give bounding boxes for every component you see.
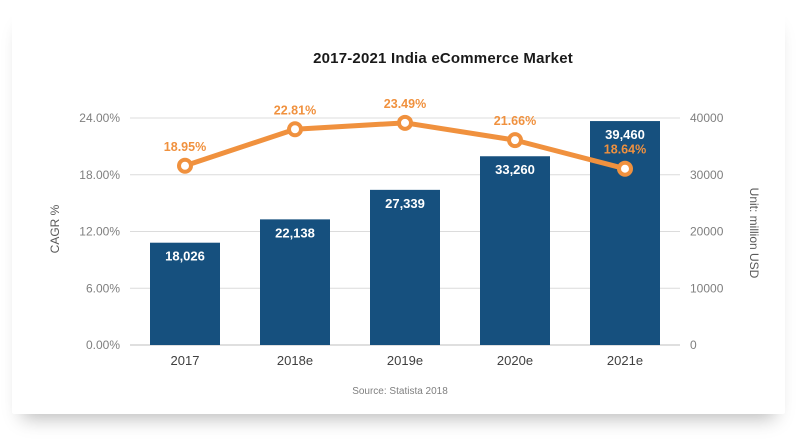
line-point [177,157,193,174]
line-point [397,114,413,131]
left-axis-tick: 18.00% [79,168,120,182]
right-axis-tick: 20000 [690,225,724,239]
right-axis-tick: 40000 [690,111,724,125]
line-value-label: 22.81% [274,103,316,117]
line-point [507,132,523,149]
left-axis-tick: 24.00% [79,111,120,125]
bar [480,156,550,345]
right-axis-tick: 0 [690,338,697,352]
line-value-label: 18.95% [164,140,206,154]
category-label: 2019e [387,353,423,368]
category-label: 2021e [607,353,643,368]
line-point [617,160,633,177]
right-axis-tick: 10000 [690,281,724,295]
bar-value-label: 22,138 [275,225,315,240]
source-note: Source: Statista 2018 [352,386,448,397]
bar [150,242,220,345]
line-value-label: 23.49% [384,97,426,111]
bar-value-label: 27,339 [385,196,425,211]
bar-value-label: 39,460 [605,127,645,142]
category-label: 2017 [171,353,200,368]
bar-value-label: 33,260 [495,162,535,177]
category-label: 2020e [497,353,533,368]
bar-value-label: 18,026 [165,249,205,264]
left-axis-tick: 6.00% [86,281,120,295]
line-value-label: 18.64% [604,143,646,157]
category-label: 2018e [277,353,313,368]
line-point [287,121,303,138]
left-axis-tick: 12.00% [79,225,120,239]
bar [260,219,330,345]
right-axis-tick: 30000 [690,168,724,182]
left-axis-tick: 0.00% [86,338,120,352]
line-value-label: 21.66% [494,114,536,128]
chart-title: 2017-2021 India eCommerce Market [313,50,573,67]
bar [370,189,440,345]
bar [590,121,660,345]
